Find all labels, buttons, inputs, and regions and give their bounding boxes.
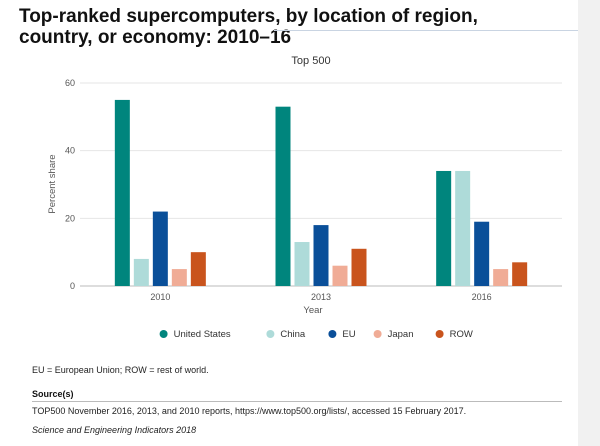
legend-label: Japan — [388, 329, 414, 340]
source-heading: Source(s) — [32, 389, 74, 399]
legend-marker — [159, 330, 168, 338]
legend-marker — [266, 330, 275, 338]
y-axis-ticks: 0 20 40 60 — [65, 78, 75, 291]
legend-label: China — [280, 329, 306, 340]
x-tick-label: 2013 — [311, 292, 331, 302]
source-divider — [32, 401, 562, 402]
figure-card: Top-ranked supercomputers, by location o… — [0, 0, 578, 446]
legend-marker — [328, 330, 337, 338]
chart-title: Top 500 — [291, 55, 330, 67]
bar-united-states-2010 — [114, 99, 130, 287]
bar-japan-2010 — [171, 269, 187, 286]
bar-united-states-2016 — [436, 170, 452, 286]
x-tick-label: 2010 — [150, 292, 170, 302]
bar-chart: 0 20 40 60 2010 2013 2016 United States China E… — [47, 55, 562, 340]
legend-marker — [435, 330, 444, 338]
figure-title: Top-ranked supercomputers, by location o… — [19, 6, 569, 48]
publication-name: Science and Engineering Indicators 2018 — [32, 425, 197, 435]
bar-china-2016 — [455, 170, 471, 286]
title-divider — [274, 30, 578, 31]
y-tick-label: 40 — [65, 146, 75, 156]
bar-row-2010 — [190, 252, 206, 286]
bar-row-2016 — [512, 262, 528, 286]
y-tick-label: 20 — [65, 213, 75, 223]
legend-label: ROW — [450, 329, 473, 340]
figure-title-line1: Top-ranked supercomputers, by location o… — [19, 6, 478, 27]
bar-china-2010 — [133, 258, 149, 286]
legend: United States China EU Japan ROW — [159, 329, 473, 340]
bar-eu-2013 — [313, 225, 329, 286]
figure-title-line2: country, or economy: 2010–16 — [19, 27, 292, 48]
bar-eu-2016 — [474, 221, 490, 286]
bar-china-2013 — [294, 242, 310, 286]
source-text: TOP500 November 2016, 2013, and 2010 rep… — [32, 406, 467, 416]
bar-row-2013 — [351, 248, 367, 286]
legend-label: United States — [174, 329, 231, 340]
bar-japan-2016 — [493, 269, 509, 286]
x-axis-ticks: 2010 2013 2016 — [150, 292, 491, 302]
bar-united-states-2013 — [275, 106, 291, 286]
x-axis-label: Year — [303, 305, 322, 316]
y-tick-label: 0 — [70, 281, 75, 291]
legend-marker — [373, 330, 382, 338]
y-axis-label: Percent share — [47, 154, 58, 213]
bar-eu-2010 — [152, 211, 168, 286]
footnote: EU = European Union; ROW = rest of world… — [32, 365, 209, 375]
bars — [114, 99, 528, 287]
bar-japan-2013 — [332, 265, 348, 286]
legend-label: EU — [342, 329, 355, 340]
x-tick-label: 2016 — [472, 292, 492, 302]
y-tick-label: 60 — [65, 78, 75, 88]
